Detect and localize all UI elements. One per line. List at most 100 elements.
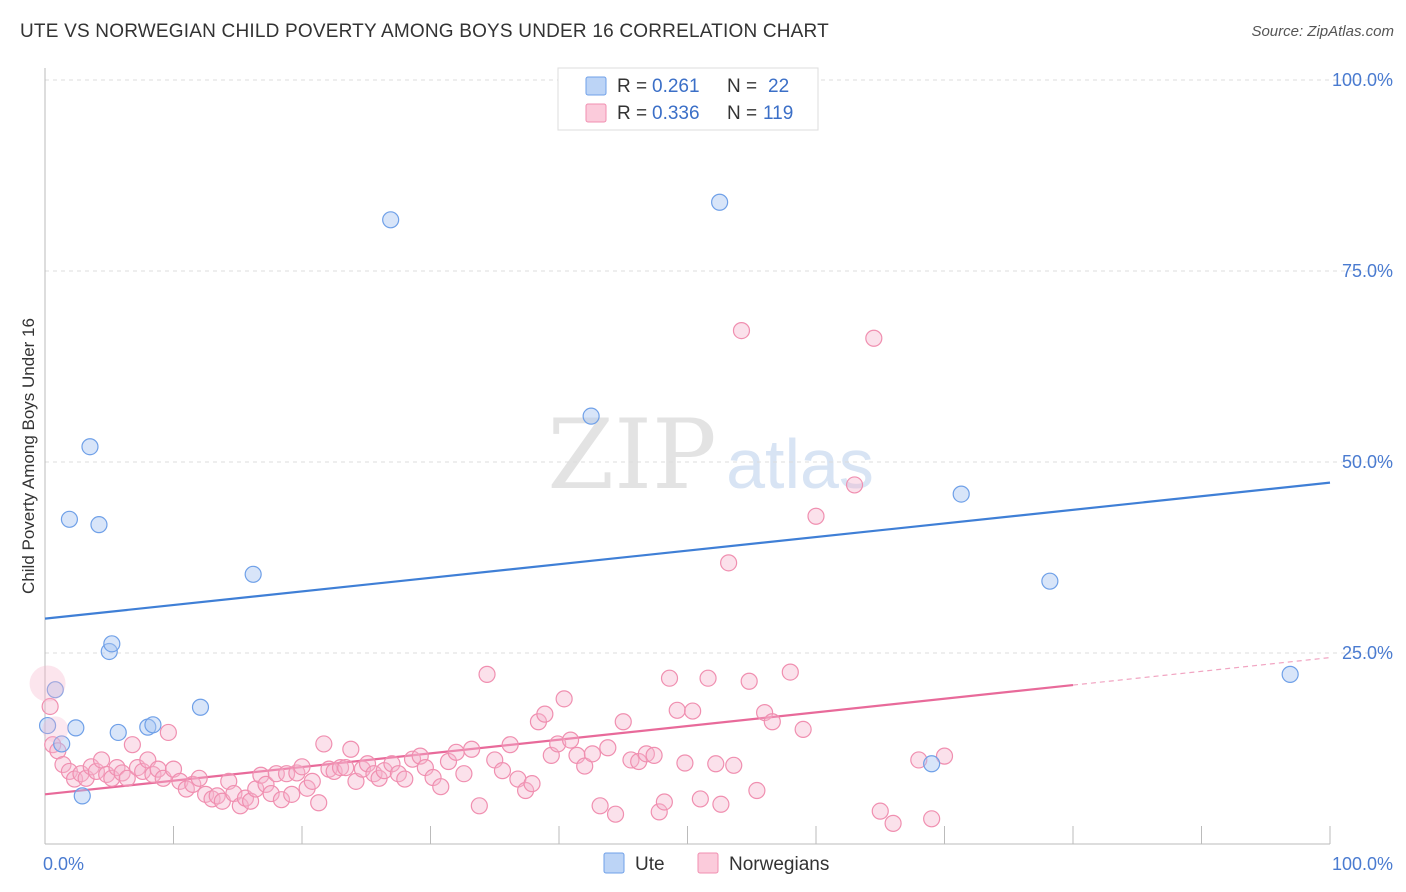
norwegians-point [865, 329, 883, 347]
watermark-zip: ZIP [547, 399, 716, 511]
norwegians-point [331, 758, 350, 777]
norwegians-point [536, 705, 554, 723]
norwegians-point [54, 755, 72, 774]
bottom-legend: Ute Norwegians [603, 852, 829, 875]
norwegians-point [190, 769, 208, 787]
norwegians-point [257, 775, 275, 794]
ute-point [1281, 665, 1299, 683]
norwegians-point [283, 785, 301, 803]
legend-n-label-2: N = [727, 103, 757, 124]
y-axis-label: Child Poverty Among Boys Under 16 [19, 318, 38, 594]
gridlines [45, 79, 1392, 654]
norwegians-point [935, 747, 954, 765]
legend-r-label-1: R = [617, 76, 647, 97]
ute-trend-line [44, 481, 1331, 620]
ute-point [81, 438, 99, 456]
norwegians-point [262, 784, 280, 803]
legend-n-value-1: 22 [768, 76, 789, 97]
norwegians-point [82, 758, 100, 776]
norwegians-point [303, 772, 321, 790]
norwegians-point [583, 745, 602, 763]
norwegians-trend-line-extension [1072, 656, 1331, 686]
axes [44, 68, 1331, 845]
ute-point [711, 193, 729, 211]
ute-point [38, 716, 57, 735]
norwegians-point [763, 713, 781, 731]
ute-point [191, 698, 210, 716]
x-tick-label: 100.0% [1332, 854, 1393, 874]
x-tick-label: 0.0% [43, 854, 84, 874]
norwegians-point [555, 690, 573, 708]
norwegians-point [203, 790, 221, 808]
ute-point [582, 407, 600, 425]
norwegians-point [358, 755, 377, 773]
norwegians-point [614, 713, 632, 731]
norwegians-point [712, 795, 730, 813]
norwegians-point-cluster [42, 716, 69, 743]
norwegians-point [684, 702, 702, 720]
norwegians-point [845, 476, 864, 494]
legend-r-value-2: 0.336 [652, 103, 700, 124]
norwegians-point [342, 740, 360, 758]
trend-lines [44, 481, 1331, 796]
norwegians-point-cluster [29, 665, 66, 702]
norwegians-point [740, 672, 758, 690]
norwegians-point [561, 731, 580, 749]
norwegians-point [676, 754, 694, 772]
legend-n-value-2: 119 [763, 103, 793, 124]
chart-title: UTE VS NORWEGIAN CHILD POVERTY AMONG BOY… [20, 21, 829, 42]
norwegians-point [660, 669, 679, 687]
norwegians-point [576, 757, 594, 775]
ute-point [73, 787, 91, 805]
norwegians-point [310, 794, 328, 812]
ute-point [109, 723, 127, 742]
norwegians-point [549, 735, 567, 753]
norwegians-point [123, 736, 141, 754]
norwegians-point [781, 663, 799, 681]
norwegians-point [732, 321, 751, 340]
norwegians-point [910, 751, 928, 769]
bottom-legend-label-ute: Ute [635, 854, 665, 875]
tick-labels: 25.0% 50.0% 75.0% 100.0% 0.0% 100.0% [43, 70, 1393, 874]
legend-r-value-1: 0.261 [652, 76, 700, 97]
ute-point [244, 565, 262, 583]
norwegians-point [92, 751, 111, 769]
ute-point [144, 716, 162, 734]
norwegians-point [650, 803, 668, 821]
legend-swatch-norwegians [585, 103, 607, 123]
norwegians-point [691, 790, 709, 808]
norwegians-point [463, 740, 481, 758]
norwegians-point [365, 765, 383, 783]
bottom-legend-label-norwegians: Norwegians [729, 854, 829, 875]
norwegians-point [871, 802, 889, 820]
norwegians-point [447, 743, 465, 761]
y-tick-label: 25.0% [1342, 643, 1393, 663]
ute-point [382, 211, 400, 229]
y-tick-label: 75.0% [1342, 261, 1393, 281]
norwegians-point [523, 775, 541, 793]
ute-point [46, 681, 64, 699]
norwegians-point [396, 770, 414, 788]
norwegians-point [159, 723, 177, 742]
norwegians-point [725, 756, 743, 774]
ute-point [923, 755, 941, 773]
ute-point [67, 719, 85, 737]
legend-swatch-ute [585, 76, 607, 96]
ute-point [60, 510, 79, 528]
norwegians-point [118, 769, 136, 787]
norwegians-point [591, 797, 609, 815]
norwegians-trend-line [44, 683, 1074, 796]
norwegians-point [41, 697, 59, 716]
norwegians-point [478, 665, 496, 683]
norwegians-point [794, 720, 812, 739]
norwegians-point [923, 810, 941, 828]
bottom-legend-swatch-ute [603, 852, 625, 874]
norwegians-point [699, 669, 717, 687]
bottom-legend-swatch-norwegians [697, 852, 719, 874]
ute-point [952, 485, 970, 503]
norwegians-point [606, 805, 625, 823]
source-label: Source: ZipAtlas.com [1251, 23, 1394, 40]
norwegians-point [516, 781, 535, 800]
legend-n-label-1: N = [727, 76, 757, 97]
